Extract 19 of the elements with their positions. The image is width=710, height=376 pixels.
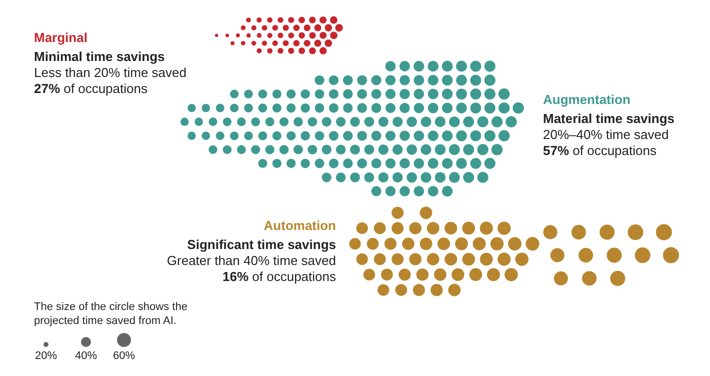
text: Material time savings xyxy=(543,111,674,126)
category-label: Marginal xyxy=(34,30,88,46)
text: Greater than 40% time saved xyxy=(166,253,336,268)
text: 40% xyxy=(74,350,98,362)
text: of occupations xyxy=(572,143,656,158)
category-label: Automation xyxy=(262,218,336,234)
text: Minimal time savings xyxy=(34,49,165,64)
category-label: Augmentation xyxy=(543,92,632,108)
text: 20% xyxy=(34,350,58,362)
data-label: 16% xyxy=(222,269,249,284)
text: Less than 20% time saved xyxy=(34,65,186,80)
data-label: 57% xyxy=(543,143,570,158)
text: Significant time savings xyxy=(187,237,336,252)
text: 60% xyxy=(112,350,136,362)
data-label: 27% xyxy=(34,81,60,96)
text: 20%–40% time saved xyxy=(543,127,669,142)
text: of occupations xyxy=(62,81,148,96)
text: The size of the circle shows the projected time saved from AI. xyxy=(34,300,188,328)
text: of occupations xyxy=(251,269,336,284)
